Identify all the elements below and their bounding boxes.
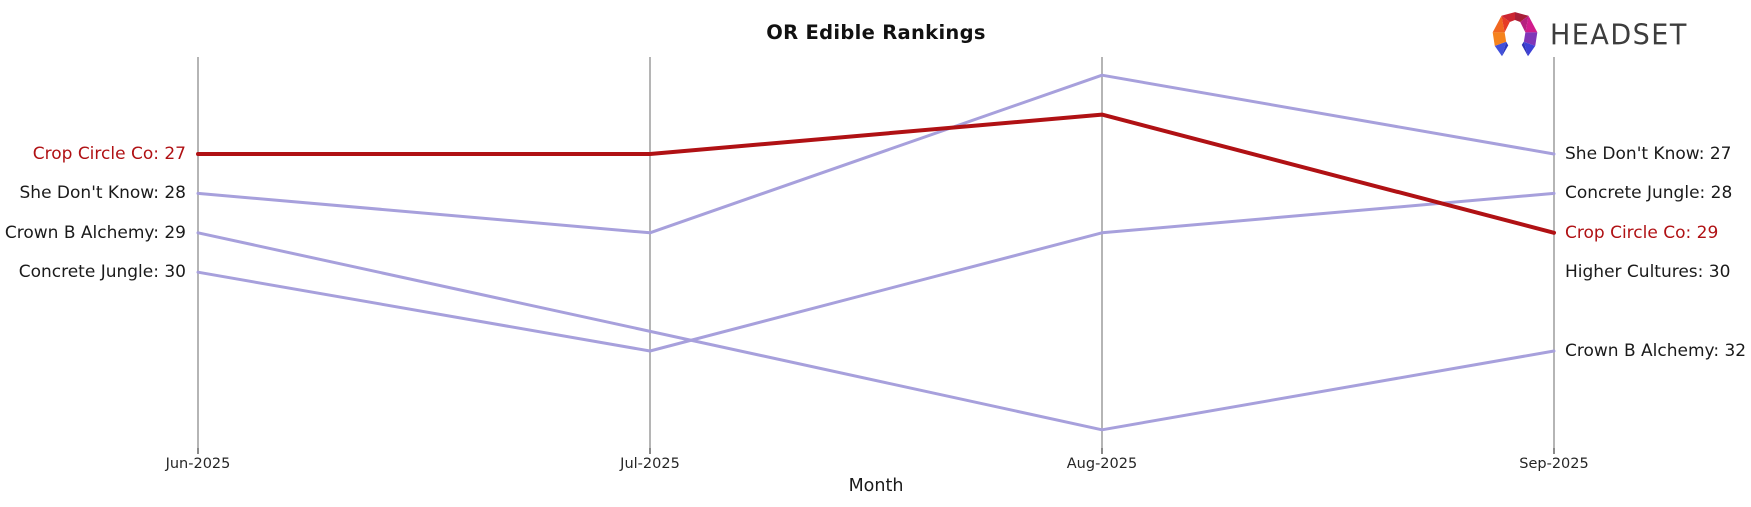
right-rank-label: Crop Circle Co: 29: [1565, 222, 1719, 243]
headset-logo-text: HEADSET: [1550, 18, 1688, 52]
x-axis-title: Month: [848, 476, 904, 496]
x-tick-label: Jun-2025: [165, 456, 231, 472]
left-rank-label: Crown B Alchemy: 29: [4, 222, 186, 243]
right-rank-label: She Don't Know: 27: [1565, 144, 1732, 164]
series-line-crop-circle-co: [196, 112, 1556, 235]
series-line-she-don-t-know: [196, 73, 1556, 235]
series-line-concrete-jungle: [196, 191, 1556, 353]
x-tick-label: Jul-2025: [620, 456, 680, 472]
headset-logo: HEADSET: [1489, 6, 1688, 64]
right-rank-label: Crown B Alchemy: 32: [1565, 341, 1747, 361]
x-tick-label: Aug-2025: [1066, 456, 1138, 472]
left-rank-label: Concrete Jungle: 30: [18, 262, 186, 283]
chart-title: OR Edible Rankings: [766, 21, 986, 44]
left-rank-label: Crop Circle Co: 27: [32, 144, 186, 164]
headset-logo-icon: [1492, 12, 1538, 57]
right-rank-label: Higher Cultures: 30: [1565, 262, 1731, 283]
x-tick-label: Sep-2025: [1519, 456, 1589, 472]
left-rank-label: She Don't Know: 28: [19, 183, 187, 204]
right-rank-label: Concrete Jungle: 28: [1565, 183, 1733, 204]
series-line-crown-b-alchemy: [196, 231, 1556, 432]
